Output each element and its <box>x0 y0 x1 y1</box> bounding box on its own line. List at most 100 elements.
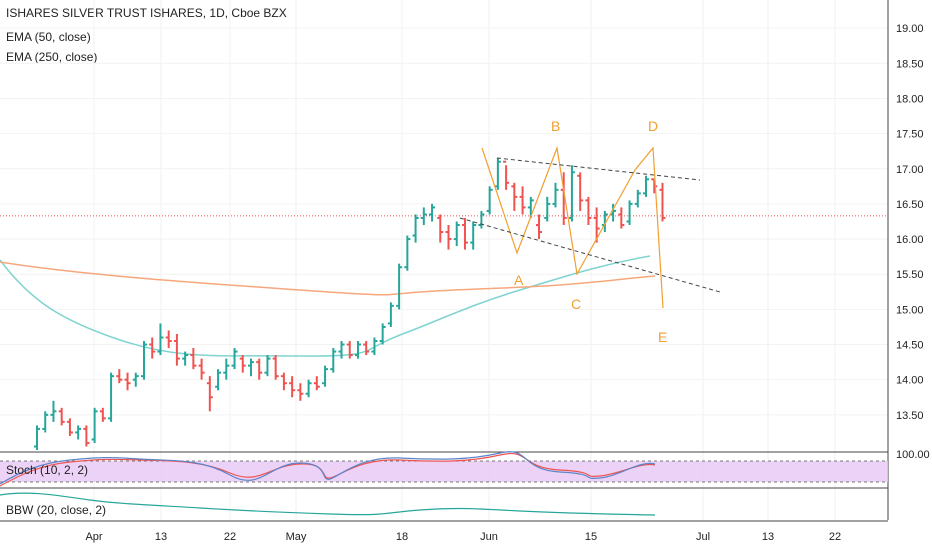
ohlc-bar <box>34 425 40 450</box>
ohlc-bar <box>536 214 543 240</box>
ohlc-bar <box>231 348 238 370</box>
ema-lines <box>0 255 656 357</box>
ohlc-bar <box>297 383 304 401</box>
ohlc-bar <box>379 323 386 345</box>
ohlc-bar <box>404 235 411 271</box>
ohlc-bar <box>659 182 666 222</box>
ohlc-bar <box>280 372 287 391</box>
ohlc-bar <box>643 175 650 197</box>
grid <box>0 0 888 520</box>
ohlc-bar <box>461 217 468 250</box>
x-tick-label: 22 <box>224 531 236 543</box>
ohlc-bar <box>568 165 575 222</box>
price-bars <box>34 158 666 450</box>
pattern-label-e: E <box>658 329 667 345</box>
ohlc-bar <box>305 379 312 398</box>
ohlc-bar <box>371 337 378 356</box>
ohlc-bar <box>58 407 65 426</box>
lower-trendline <box>459 217 721 293</box>
ohlc-bar <box>453 221 460 247</box>
ema250-line <box>0 261 656 296</box>
x-tick-label: 15 <box>585 531 597 543</box>
ohlc-bar <box>272 355 279 380</box>
ohlc-bar <box>124 372 131 391</box>
y-tick-label: 15.00 <box>896 304 924 316</box>
ohlc-bar <box>215 369 222 391</box>
x-tick-label: 22 <box>829 531 841 543</box>
pattern-label-a: A <box>514 272 524 288</box>
ohlc-bar <box>437 214 444 243</box>
ohlc-bar <box>412 214 419 243</box>
ema-long-legend: EMA (250, close) <box>6 50 98 64</box>
stoch-band <box>0 461 888 482</box>
ohlc-bar <box>223 358 230 380</box>
ohlc-bar <box>494 158 501 190</box>
ohlc-bar <box>206 376 213 412</box>
ohlc-bar <box>140 341 147 380</box>
ohlc-bar <box>264 355 271 377</box>
x-tick-label: May <box>286 531 307 543</box>
bbw-panel: BBW (20, close, 2) <box>0 487 888 517</box>
ohlc-bar <box>519 186 526 215</box>
bbw-label: BBW (20, close, 2) <box>6 503 106 517</box>
y-tick-label: 19.00 <box>896 23 924 35</box>
ohlc-bar <box>420 207 427 225</box>
y-tick-label: 18.00 <box>896 93 924 105</box>
y-tick-label: 14.50 <box>896 340 924 352</box>
ohlc-bar <box>247 358 254 377</box>
ohlc-bar <box>99 407 106 422</box>
ohlc-bar <box>354 341 361 359</box>
upper-trendline <box>496 157 701 181</box>
ohlc-bar <box>503 160 510 190</box>
ohlc-bar <box>165 330 172 349</box>
ohlc-bar <box>157 323 164 356</box>
x-tick-label: 13 <box>155 531 167 543</box>
ohlc-bar <box>626 200 633 225</box>
ohlc-bar <box>239 355 246 373</box>
ohlc-bar <box>478 210 485 229</box>
x-tick-label: Apr <box>85 531 102 543</box>
ohlc-bar <box>190 348 197 370</box>
ohlc-bar <box>173 333 180 366</box>
stoch-k-line <box>0 451 656 485</box>
x-tick-label: 13 <box>762 531 774 543</box>
ohlc-bar <box>330 348 337 373</box>
ohlc-bar <box>486 186 493 215</box>
y-tick-label: 18.50 <box>896 58 924 70</box>
ohlc-bar <box>577 172 584 211</box>
ohlc-bar <box>429 203 436 222</box>
ohlc-bar <box>149 337 156 359</box>
ohlc-bar <box>593 207 600 243</box>
ohlc-bar <box>42 411 49 433</box>
ohlc-bar <box>387 302 394 327</box>
ohlc-bar <box>322 365 329 387</box>
ohlc-bar <box>66 418 73 436</box>
ohlc-bar <box>83 425 90 447</box>
stoch-label: Stoch (10, 2, 2) <box>6 463 88 477</box>
ohlc-bar <box>346 341 353 359</box>
ohlc-bar <box>108 372 115 422</box>
ohlc-bar <box>544 196 551 222</box>
y-tick-label: 16.50 <box>896 199 924 211</box>
ema-short-legend: EMA (50, close) <box>6 30 91 44</box>
y-axis: 19.00 18.50 18.00 17.50 17.00 16.50 16.00 15.50… <box>887 0 924 520</box>
ohlc-bar <box>634 189 641 208</box>
ohlc-bar <box>198 358 205 380</box>
y-tick-label: 13.50 <box>896 410 924 422</box>
stoch-panel: Stoch (10, 2, 2) 100.00 <box>0 449 930 487</box>
ohlc-bar <box>75 425 82 440</box>
ohlc-bar <box>445 225 452 250</box>
pattern-label-d: D <box>648 118 658 134</box>
pattern-label-b: B <box>551 118 560 134</box>
ohlc-bar <box>511 182 518 211</box>
pattern-zigzag <box>481 145 664 309</box>
ohlc-bar <box>91 407 98 443</box>
x-tick-label: Jul <box>696 531 710 543</box>
pattern-label-c: C <box>571 296 581 312</box>
ohlc-bar <box>552 182 559 208</box>
stoch-max-label: 100.00 <box>896 449 930 461</box>
ohlc-bar <box>256 358 263 380</box>
ema50-line <box>0 255 651 357</box>
x-axis: Apr 13 22 May 18 Jun 15 Jul 13 22 <box>0 520 888 543</box>
